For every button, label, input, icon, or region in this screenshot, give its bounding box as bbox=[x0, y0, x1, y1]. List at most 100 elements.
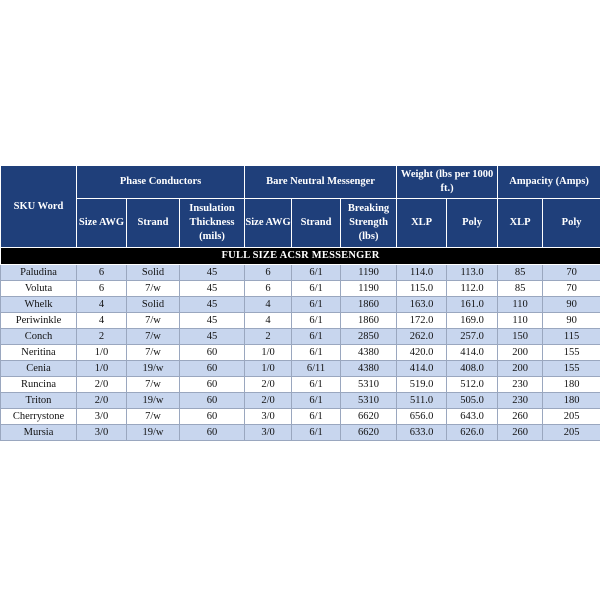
cell-sku-word: Cherrystone bbox=[0, 408, 77, 425]
cell-phase-strand: 19/w bbox=[126, 424, 180, 441]
cell-weight-xlp: 172.0 bbox=[396, 312, 448, 329]
cell-breaking-strength: 1190 bbox=[340, 280, 398, 297]
cell-insulation-thickness: 60 bbox=[178, 424, 246, 441]
table-row: Conch 2 7/w 45 2 6/1 2850 262.0 257.0 150 115 bbox=[0, 328, 600, 345]
cell-sku-word: Mursia bbox=[0, 424, 77, 441]
cell-sku-word: Whelk bbox=[0, 296, 77, 313]
cell-messenger-size-awg: 2 bbox=[244, 328, 293, 345]
cell-messenger-strand: 6/1 bbox=[291, 280, 342, 297]
cell-ampacity-xlp: 230 bbox=[497, 392, 544, 409]
header-messenger-strand: Strand bbox=[291, 198, 342, 248]
cell-messenger-strand: 6/1 bbox=[291, 408, 342, 425]
cell-insulation-thickness: 60 bbox=[178, 360, 246, 377]
header-phase-size-awg: Size AWG bbox=[76, 198, 127, 248]
cell-sku-word: Neritina bbox=[0, 344, 77, 361]
cell-breaking-strength: 2850 bbox=[340, 328, 398, 345]
cell-insulation-thickness: 45 bbox=[178, 296, 246, 313]
cell-phase-size-awg: 6 bbox=[76, 280, 127, 297]
table-row: Runcina 2/0 7/w 60 2/0 6/1 5310 519.0 512.0 230 18… bbox=[0, 376, 600, 393]
cell-messenger-strand: 6/1 bbox=[291, 328, 342, 345]
cell-breaking-strength: 6620 bbox=[340, 408, 398, 425]
cell-weight-xlp: 633.0 bbox=[396, 424, 448, 441]
cell-ampacity-poly: 155 bbox=[542, 344, 600, 361]
cell-ampacity-poly: 180 bbox=[542, 376, 600, 393]
cell-messenger-size-awg: 3/0 bbox=[244, 424, 293, 441]
cell-messenger-size-awg: 3/0 bbox=[244, 408, 293, 425]
cell-ampacity-xlp: 85 bbox=[497, 280, 544, 297]
cell-ampacity-poly: 90 bbox=[542, 296, 600, 313]
cell-ampacity-poly: 90 bbox=[542, 312, 600, 329]
cell-ampacity-xlp: 260 bbox=[497, 424, 544, 441]
cell-weight-poly: 414.0 bbox=[446, 344, 499, 361]
cell-weight-poly: 626.0 bbox=[446, 424, 499, 441]
cell-messenger-size-awg: 6 bbox=[244, 264, 293, 281]
table-row: Triton 2/0 19/w 60 2/0 6/1 5310 511.0 505.0 230 18… bbox=[0, 392, 600, 409]
cell-phase-size-awg: 4 bbox=[76, 312, 127, 329]
cell-messenger-size-awg: 4 bbox=[244, 296, 293, 313]
cell-phase-size-awg: 2/0 bbox=[76, 376, 127, 393]
cell-ampacity-poly: 180 bbox=[542, 392, 600, 409]
header-weight-poly: Poly bbox=[446, 198, 499, 248]
cell-breaking-strength: 4380 bbox=[340, 360, 398, 377]
cell-weight-xlp: 656.0 bbox=[396, 408, 448, 425]
cell-sku-word: Paludina bbox=[0, 264, 77, 281]
cell-insulation-thickness: 45 bbox=[178, 328, 246, 345]
cell-breaking-strength: 1860 bbox=[340, 312, 398, 329]
cell-messenger-size-awg: 4 bbox=[244, 312, 293, 329]
cell-ampacity-poly: 205 bbox=[542, 408, 600, 425]
header-weight: Weight (lbs per 1000 ft.) bbox=[396, 165, 499, 199]
cell-breaking-strength: 5310 bbox=[340, 392, 398, 409]
cell-phase-strand: Solid bbox=[126, 296, 180, 313]
cell-ampacity-poly: 205 bbox=[542, 424, 600, 441]
header-ampacity: Ampacity (Amps) bbox=[497, 165, 600, 199]
cell-weight-poly: 161.0 bbox=[446, 296, 499, 313]
cell-ampacity-xlp: 200 bbox=[497, 344, 544, 361]
cell-phase-size-awg: 2/0 bbox=[76, 392, 127, 409]
cell-phase-size-awg: 3/0 bbox=[76, 408, 127, 425]
cell-phase-strand: 19/w bbox=[126, 392, 180, 409]
cell-phase-strand: 7/w bbox=[126, 376, 180, 393]
cell-phase-strand: Solid bbox=[126, 264, 180, 281]
cell-messenger-size-awg: 2/0 bbox=[244, 392, 293, 409]
cell-phase-strand: 7/w bbox=[126, 280, 180, 297]
cell-messenger-size-awg: 1/0 bbox=[244, 360, 293, 377]
spec-table: SKU Word Phase Conductors Bare Neutral M… bbox=[0, 165, 600, 441]
cell-ampacity-xlp: 85 bbox=[497, 264, 544, 281]
cell-sku-word: Voluta bbox=[0, 280, 77, 297]
cell-weight-xlp: 115.0 bbox=[396, 280, 448, 297]
cell-ampacity-xlp: 260 bbox=[497, 408, 544, 425]
cell-ampacity-poly: 155 bbox=[542, 360, 600, 377]
cell-weight-poly: 408.0 bbox=[446, 360, 499, 377]
cell-sku-word: Periwinkle bbox=[0, 312, 77, 329]
table-row: Whelk 4 Solid 45 4 6/1 1860 163.0 161.0 110 90 bbox=[0, 296, 600, 313]
cell-messenger-strand: 6/1 bbox=[291, 344, 342, 361]
cell-phase-size-awg: 3/0 bbox=[76, 424, 127, 441]
cell-weight-poly: 169.0 bbox=[446, 312, 499, 329]
header-ampacity-poly: Poly bbox=[542, 198, 600, 248]
cell-insulation-thickness: 45 bbox=[178, 264, 246, 281]
cell-breaking-strength: 5310 bbox=[340, 376, 398, 393]
section-title: FULL SIZE ACSR MESSENGER bbox=[0, 247, 600, 265]
cell-messenger-strand: 6/11 bbox=[291, 360, 342, 377]
cell-messenger-strand: 6/1 bbox=[291, 312, 342, 329]
cell-weight-poly: 112.0 bbox=[446, 280, 499, 297]
cell-insulation-thickness: 60 bbox=[178, 408, 246, 425]
header-phase-conductors: Phase Conductors bbox=[75, 165, 246, 199]
cell-weight-xlp: 420.0 bbox=[396, 344, 448, 361]
cell-messenger-strand: 6/1 bbox=[291, 264, 342, 281]
cell-weight-xlp: 414.0 bbox=[396, 360, 448, 377]
cell-breaking-strength: 1190 bbox=[340, 264, 398, 281]
cell-phase-size-awg: 4 bbox=[76, 296, 127, 313]
cell-phase-strand: 7/w bbox=[126, 312, 180, 329]
header-breaking-strength: Breaking Strength (lbs) bbox=[340, 198, 398, 248]
table-row: Cenia 1/0 19/w 60 1/0 6/11 4380 414.0 408.0 200 15… bbox=[0, 360, 600, 377]
table-row: Periwinkle 4 7/w 45 4 6/1 1860 172.0 169.0 110 90 bbox=[0, 312, 600, 329]
cell-breaking-strength: 1860 bbox=[340, 296, 398, 313]
cell-weight-xlp: 519.0 bbox=[396, 376, 448, 393]
table-row: Voluta 6 7/w 45 6 6/1 1190 115.0 112.0 85 70 bbox=[0, 280, 600, 297]
cell-messenger-size-awg: 2/0 bbox=[244, 376, 293, 393]
cell-ampacity-xlp: 200 bbox=[497, 360, 544, 377]
cell-ampacity-xlp: 150 bbox=[497, 328, 544, 345]
cell-phase-size-awg: 2 bbox=[76, 328, 127, 345]
header-insulation-thickness: Insulation Thickness (mils) bbox=[178, 198, 246, 248]
